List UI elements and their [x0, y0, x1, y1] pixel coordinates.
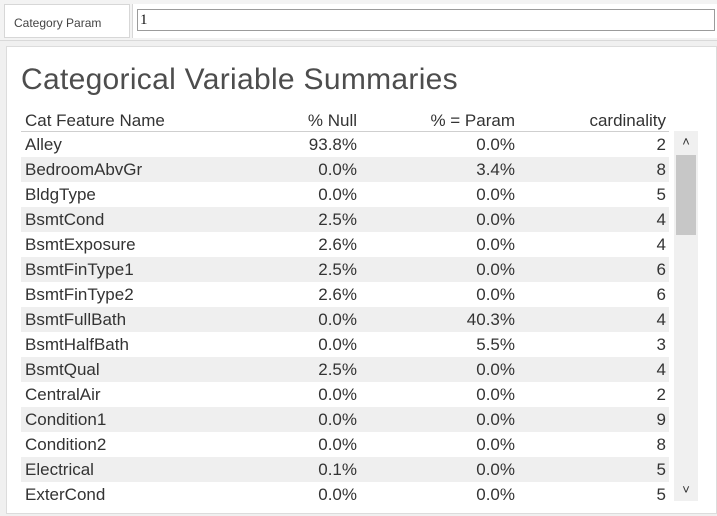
cell-pct-param: 0.0%	[476, 410, 515, 429]
cell-feature-name: BsmtFinType1	[25, 260, 134, 279]
cell-cardinality: 5	[656, 460, 666, 479]
cell-cardinality: 4	[656, 310, 666, 329]
table-row[interactable]: BldgType 0.0% 0.0% 5	[21, 182, 669, 207]
cell-feature-name: BsmtExposure	[25, 235, 136, 254]
parameter-label-box: Category Param	[4, 4, 130, 38]
table-row[interactable]: ExterCond 0.0% 0.0% 5	[21, 482, 669, 507]
cell-cardinality: 6	[656, 260, 666, 279]
cell-cardinality: 2	[656, 385, 666, 404]
panel-title: Categorical Variable Summaries	[21, 63, 458, 96]
cell-pct-null: 0.0%	[318, 160, 357, 179]
cell-pct-null: 0.1%	[318, 460, 357, 479]
table-row[interactable]: BsmtHalfBath 0.0% 5.5% 3	[21, 332, 669, 357]
header-pct-param[interactable]: % = Param	[430, 111, 515, 130]
cell-feature-name: ExterCond	[25, 485, 106, 504]
cell-pct-param: 0.0%	[476, 460, 515, 479]
table-row[interactable]: Alley 93.8% 0.0% 2	[21, 132, 669, 157]
cell-pct-param: 3.4%	[476, 160, 515, 179]
cell-feature-name: BldgType	[25, 185, 96, 204]
cell-pct-null: 2.5%	[318, 260, 357, 279]
cell-pct-null: 0.0%	[318, 385, 357, 404]
cell-pct-param: 40.3%	[466, 310, 515, 329]
cell-cardinality: 6	[656, 285, 666, 304]
table-row[interactable]: BsmtQual 2.5% 0.0% 4	[21, 357, 669, 382]
cell-pct-param: 0.0%	[476, 185, 515, 204]
cell-pct-param: 0.0%	[476, 285, 515, 304]
table-header: Cat Feature Name % Null % = Param cardin…	[21, 111, 669, 132]
table-row[interactable]: Electrical 0.1% 0.0% 5	[21, 457, 669, 482]
chevron-up-icon[interactable]: ˄	[682, 134, 690, 149]
cell-cardinality: 4	[656, 235, 666, 254]
cell-pct-null: 93.8%	[308, 135, 357, 154]
header-pct-null[interactable]: % Null	[307, 111, 357, 130]
table-row[interactable]: Condition2 0.0% 0.0% 8	[21, 432, 669, 457]
cell-pct-param: 0.0%	[476, 485, 515, 504]
table-row[interactable]: BsmtFinType2 2.6% 0.0% 6	[21, 282, 669, 307]
vertical-scrollbar[interactable]: ˄ ˅	[674, 131, 698, 501]
cell-cardinality: 8	[656, 435, 666, 454]
cell-feature-name: CentralAir	[25, 385, 101, 404]
table-row[interactable]: BsmtExposure 2.6% 0.0% 4	[21, 232, 669, 257]
cell-cardinality: 2	[656, 135, 666, 154]
header-cat-feature-name[interactable]: Cat Feature Name	[25, 111, 165, 130]
cell-cardinality: 9	[656, 410, 666, 429]
header-cardinality[interactable]: cardinality	[589, 111, 666, 130]
summary-panel: Categorical Variable Summaries Cat Featu…	[6, 46, 717, 514]
cell-pct-null: 2.6%	[318, 285, 357, 304]
parameter-bar: Category Param	[0, 0, 717, 41]
scroll-thumb[interactable]	[676, 155, 696, 235]
cell-cardinality: 4	[656, 210, 666, 229]
cell-cardinality: 5	[656, 185, 666, 204]
cell-pct-null: 0.0%	[318, 310, 357, 329]
cell-pct-null: 0.0%	[318, 185, 357, 204]
cell-feature-name: BsmtQual	[25, 360, 100, 379]
table-row[interactable]: CentralAir 0.0% 0.0% 2	[21, 382, 669, 407]
cell-feature-name: Condition1	[25, 410, 107, 429]
cell-pct-null: 0.0%	[318, 485, 357, 504]
cell-feature-name: BsmtFinType2	[25, 285, 134, 304]
cell-pct-null: 0.0%	[318, 435, 357, 454]
parameter-label: Category Param	[14, 16, 102, 30]
cell-feature-name: BsmtHalfBath	[25, 335, 129, 354]
cell-pct-param: 0.0%	[476, 360, 515, 379]
cell-pct-null: 2.6%	[318, 235, 357, 254]
table-row[interactable]: BsmtFinType1 2.5% 0.0% 6	[21, 257, 669, 282]
table-row[interactable]: BedroomAbvGr 0.0% 3.4% 8	[21, 157, 669, 182]
cell-pct-param: 0.0%	[476, 260, 515, 279]
cell-pct-param: 0.0%	[476, 385, 515, 404]
cell-pct-null: 0.0%	[318, 335, 357, 354]
cell-feature-name: Electrical	[25, 460, 94, 479]
cell-feature-name: BedroomAbvGr	[25, 160, 143, 179]
cell-pct-null: 2.5%	[318, 360, 357, 379]
cell-feature-name: Condition2	[25, 435, 107, 454]
category-param-input[interactable]	[137, 9, 715, 31]
table-row[interactable]: BsmtCond 2.5% 0.0% 4	[21, 207, 669, 232]
chevron-down-icon[interactable]: ˅	[682, 482, 690, 497]
cell-pct-param: 5.5%	[476, 335, 515, 354]
cell-cardinality: 5	[656, 485, 666, 504]
cell-cardinality: 4	[656, 360, 666, 379]
table-row[interactable]: BsmtFullBath 0.0% 40.3% 4	[21, 307, 669, 332]
cell-feature-name: BsmtFullBath	[25, 310, 127, 329]
cell-pct-null: 2.5%	[318, 210, 357, 229]
cell-feature-name: BsmtCond	[25, 210, 105, 229]
cell-feature-name: Alley	[25, 135, 62, 154]
cell-cardinality: 3	[656, 335, 666, 354]
cell-pct-param: 0.0%	[476, 435, 515, 454]
cell-pct-param: 0.0%	[476, 210, 515, 229]
cell-cardinality: 8	[656, 160, 666, 179]
cell-pct-param: 0.0%	[476, 235, 515, 254]
parameter-input-wrap	[132, 4, 717, 38]
table-row[interactable]: Condition1 0.0% 0.0% 9	[21, 407, 669, 432]
cell-pct-param: 0.0%	[476, 135, 515, 154]
cell-pct-null: 0.0%	[318, 410, 357, 429]
table-body: Alley 93.8% 0.0% 2 BedroomAbvGr 0.0% 3.4% 8 Bldg…	[21, 132, 669, 512]
